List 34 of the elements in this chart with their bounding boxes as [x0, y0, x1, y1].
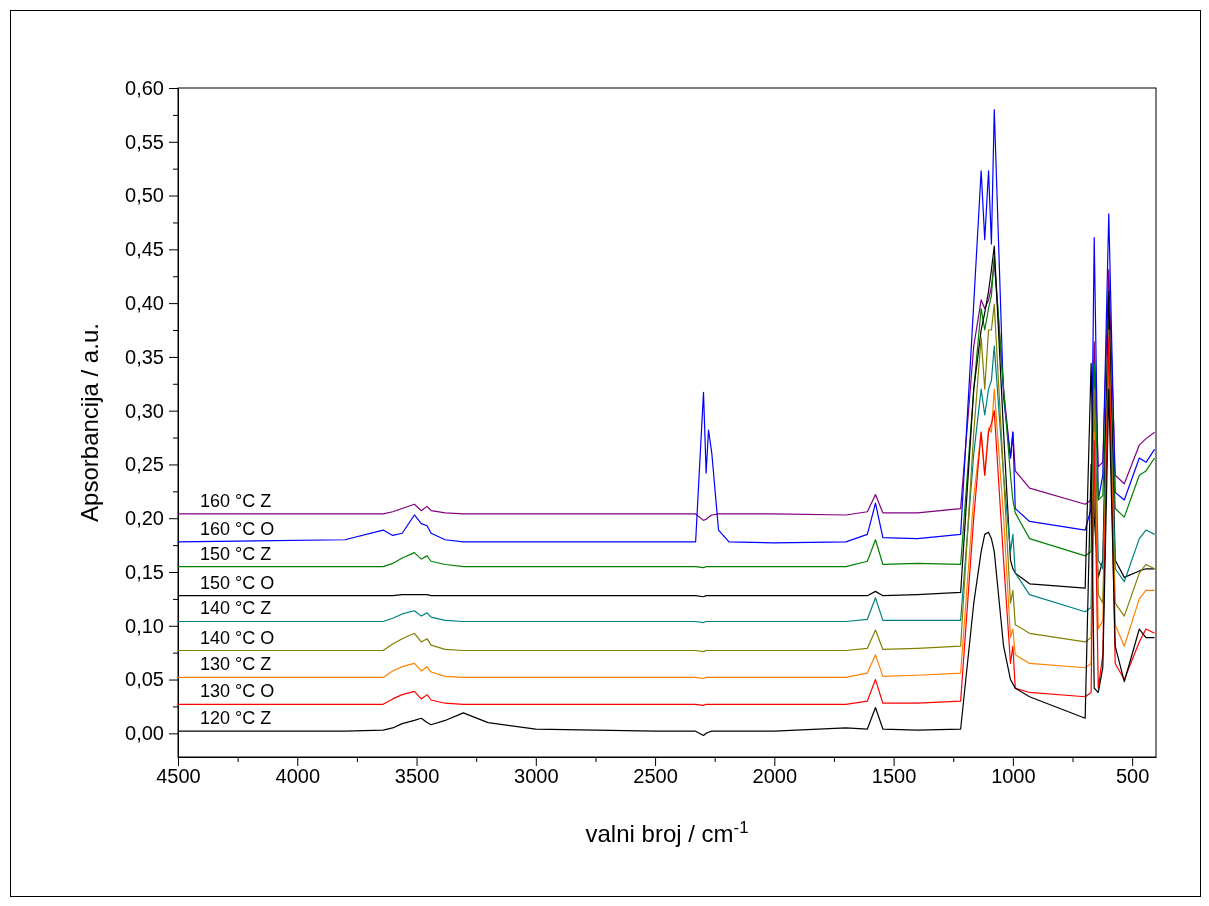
y-tick-label: 0,15 [125, 560, 164, 583]
x-tick-label: 500 [1115, 765, 1150, 788]
series-label: 130 °C Z [200, 654, 272, 675]
x-tick-label: 1000 [991, 765, 1036, 788]
series-label: 130 °C O [200, 681, 275, 702]
x-tick-label: 3500 [394, 765, 440, 788]
y-tick-label: 0,60 [125, 76, 164, 99]
y-tick-label: 0,25 [125, 453, 164, 476]
series-label: 140 °C Z [200, 598, 272, 619]
series-label: 120 °C Z [200, 708, 272, 729]
x-tick-label: 3000 [514, 765, 559, 788]
series-label: 150 °C O [200, 572, 275, 593]
x-axis-title: valni broj / cm$^{-1}$ [585, 817, 749, 847]
x-tick-label: 1500 [871, 765, 917, 788]
y-tick-label: 0,40 [125, 292, 164, 315]
series-label: 160 °C Z [200, 490, 272, 511]
y-tick-label: 0,55 [125, 130, 164, 153]
y-tick-label: 0,05 [125, 668, 164, 691]
series-label: 140 °C O [200, 627, 275, 648]
y-tick-label: 0,20 [125, 507, 164, 530]
y-tick-label: 0,00 [125, 722, 164, 745]
series-label: 160 °C O [200, 518, 275, 539]
x-tick-label: 2500 [633, 765, 678, 788]
y-axis-title: Apsorbancija / a.u. [76, 323, 103, 522]
x-tick-label: 4500 [156, 765, 201, 788]
x-tick-label: 2000 [752, 765, 798, 788]
y-tick-label: 0,10 [125, 614, 164, 637]
x-tick-label: 4000 [275, 765, 321, 788]
series-label: 150 °C Z [200, 543, 272, 564]
y-tick-label: 0,45 [125, 238, 164, 261]
y-tick-label: 0,30 [125, 399, 164, 422]
line-series [178, 108, 1156, 544]
y-tick-label: 0,50 [125, 184, 164, 207]
y-tick-label: 0,35 [125, 345, 164, 368]
